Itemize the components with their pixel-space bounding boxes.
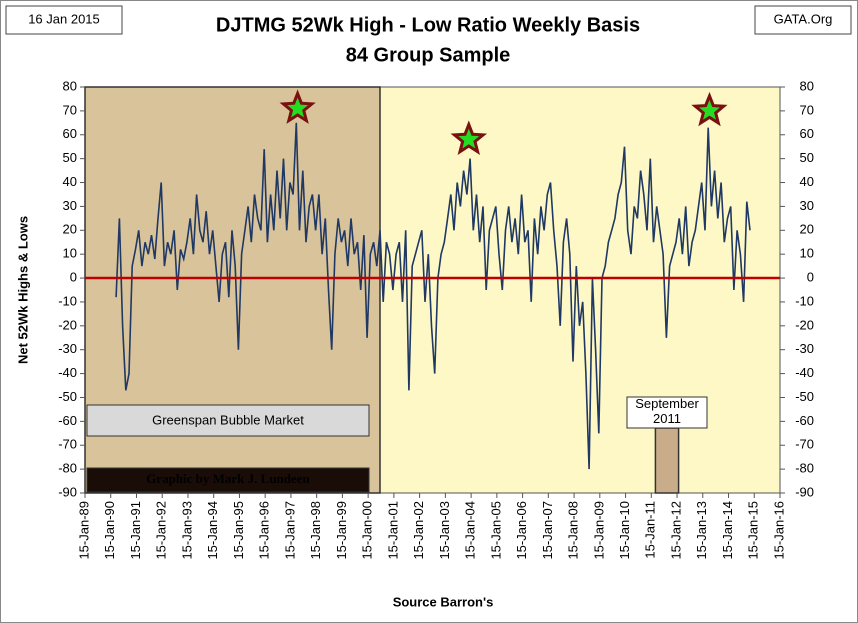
y2-tick-label: 20 [800, 222, 814, 237]
y2-tick-label: -80 [795, 461, 814, 476]
site-box [754, 5, 852, 35]
x-tick-label: 15-Jan-03 [437, 501, 452, 560]
y-tick-label: 10 [63, 246, 77, 261]
x-tick-label: 15-Jan-10 [617, 501, 632, 560]
x-axis-label: Source Barron's [393, 594, 494, 609]
y2-tick-label: 80 [800, 78, 814, 93]
y-tick-label: -10 [58, 293, 77, 308]
y-tick-label: -40 [58, 365, 77, 380]
y2-tick-label: -10 [795, 293, 814, 308]
region-label-box [86, 404, 370, 437]
credit: Graphic by Mark J. Lundeen [146, 471, 310, 486]
y-tick-label: -30 [58, 341, 77, 356]
site-label: GATA.Org [774, 11, 833, 26]
y-axis-label: Net 52Wk Highs & Lows [15, 216, 30, 364]
y2-tick-label: -60 [795, 413, 814, 428]
region [654, 427, 680, 494]
y-tick-label: 80 [63, 78, 77, 93]
y2-tick-label: -20 [795, 317, 814, 332]
y2-tick-label: -50 [795, 389, 814, 404]
x-tick-label: 15-Jan-98 [308, 501, 323, 560]
y-tick-label: 50 [63, 150, 77, 165]
y-tick-label: 30 [63, 198, 77, 213]
y2-tick-label: -70 [795, 437, 814, 452]
x-tick-label: 15-Jan-92 [154, 501, 169, 560]
x-tick-label: 15-Jan-12 [668, 501, 683, 560]
data-line [115, 122, 751, 470]
y2-tick-label: 70 [800, 102, 814, 117]
y2-tick-label: -40 [795, 365, 814, 380]
x-tick-label: 15-Jan-90 [102, 501, 117, 560]
x-tick-label: 15-Jan-16 [771, 501, 786, 560]
date-box [5, 5, 123, 35]
x-tick-label: 15-Jan-09 [591, 501, 606, 560]
star-marker [691, 91, 728, 127]
chart-subtitle: 84 Group Sample [346, 44, 511, 66]
x-tick-label: 15-Jan-08 [566, 501, 581, 560]
region-label-box [626, 396, 708, 429]
y2-tick-label: 50 [800, 150, 814, 165]
x-tick-label: 15-Jan-01 [385, 501, 400, 560]
x-tick-label: 15-Jan-00 [360, 501, 375, 560]
x-tick-label: 15-Jan-97 [282, 501, 297, 560]
x-tick-label: 15-Jan-93 [179, 501, 194, 560]
x-tick-label: 15-Jan-95 [231, 501, 246, 560]
y2-tick-label: 0 [807, 269, 814, 284]
x-tick-label: 15-Jan-04 [463, 501, 478, 560]
y-tick-label: 40 [63, 174, 77, 189]
star-marker [279, 89, 316, 124]
x-tick-label: 15-Jan-11 [643, 501, 658, 559]
region-label: Greenspan Bubble Market [152, 412, 304, 427]
y-tick-label: 20 [63, 222, 77, 237]
y2-tick-label: 40 [800, 174, 814, 189]
x-tick-label: 15-Jan-94 [205, 501, 220, 560]
y-tick-label: -90 [58, 484, 77, 499]
y-tick-label: -60 [58, 413, 77, 428]
y-tick-label: 0 [70, 269, 77, 284]
x-tick-label: 15-Jan-07 [540, 501, 555, 560]
star-marker [450, 120, 488, 156]
x-tick-label: 15-Jan-99 [334, 501, 349, 560]
y-tick-label: -20 [58, 317, 77, 332]
y2-tick-label: 60 [800, 126, 814, 141]
y-tick-label: -50 [58, 389, 77, 404]
x-tick-label: 15-Jan-91 [128, 501, 143, 560]
region-label: September 2011 [635, 396, 699, 426]
x-tick-label: 15-Jan-06 [514, 501, 529, 560]
chart-title: DJTMG 52Wk High - Low Ratio Weekly Basis [216, 14, 640, 36]
x-tick-label: 15-Jan-13 [694, 501, 709, 560]
x-tick-label: 15-Jan-02 [411, 501, 426, 560]
y-tick-label: 60 [63, 126, 77, 141]
y2-tick-label: -90 [795, 484, 814, 499]
y2-tick-label: 10 [800, 246, 814, 261]
y-tick-label: 70 [63, 102, 77, 117]
x-tick-label: 15-Jan-96 [257, 501, 272, 560]
y-tick-label: -80 [58, 461, 77, 476]
y2-tick-label: -30 [795, 341, 814, 356]
x-tick-label: 15-Jan-05 [488, 501, 503, 560]
y-tick-label: -70 [58, 437, 77, 452]
x-tick-label: 15-Jan-14 [720, 501, 735, 560]
credit-box [86, 467, 370, 493]
date-label: 16 Jan 2015 [28, 11, 100, 26]
x-tick-label: 15-Jan-89 [76, 501, 91, 560]
y2-tick-label: 30 [800, 198, 814, 213]
x-tick-label: 15-Jan-15 [746, 501, 761, 560]
